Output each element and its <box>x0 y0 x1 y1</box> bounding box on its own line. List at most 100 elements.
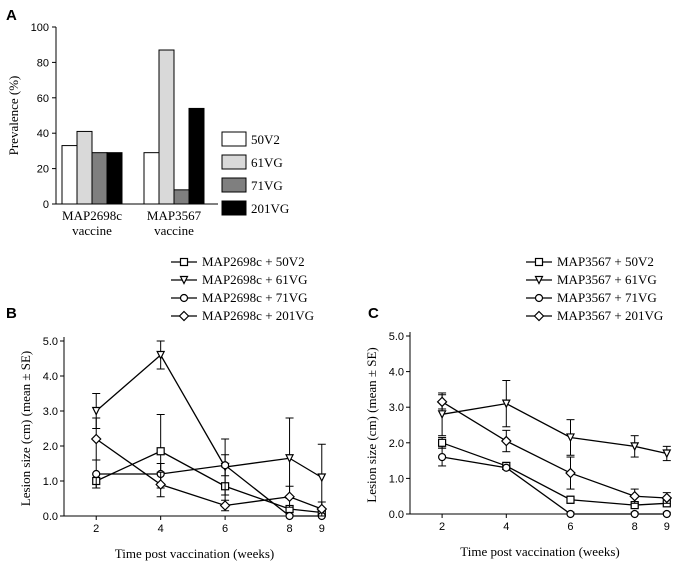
y-tick-label-b: 1.0 <box>43 476 58 488</box>
x-tick-label-c: 8 <box>632 521 638 533</box>
y-tick-label-b: 3.0 <box>43 406 58 418</box>
x-axis-title-c: Time post vaccination (weeks) <box>460 544 619 559</box>
series-line <box>441 401 667 499</box>
data-point <box>155 479 167 490</box>
y-tick-label-c: 5.0 <box>389 331 404 343</box>
legend-marker <box>179 275 189 285</box>
x-tick-label-c: 2 <box>439 521 445 533</box>
y-tick-label-a: 80 <box>37 57 49 69</box>
data-point <box>502 463 511 472</box>
x-tick-label-c: 9 <box>664 521 670 533</box>
data-point <box>316 503 328 515</box>
y-tick-label-b: 4.0 <box>43 371 58 383</box>
x-tick-label-b: 4 <box>158 523 164 535</box>
data-point <box>630 442 640 452</box>
bar <box>106 152 123 205</box>
data-point <box>285 511 294 521</box>
x-tick-label-c: 4 <box>503 521 509 533</box>
data-point <box>630 509 639 519</box>
y-tick-label-c: 2.0 <box>389 438 404 450</box>
data-point <box>661 492 673 504</box>
data-point <box>219 500 231 511</box>
legend-swatch <box>221 154 247 170</box>
y-tick-label-c: 3.0 <box>389 402 404 414</box>
data-point <box>285 454 295 464</box>
chart-b: 0.0 1.0 2.0 3.0 4.0 5.0 2 4 6 8 9 Lesion size (cm) … <box>18 254 328 561</box>
bar <box>158 49 175 205</box>
legend-marker <box>178 310 190 322</box>
x-category-label-a: MAP3567 <box>147 208 202 223</box>
legend-label: MAP2698c + 61VG <box>202 272 308 287</box>
x-axis-title-b: Time post vaccination (weeks) <box>115 546 274 561</box>
legend-label: 61VG <box>251 155 283 170</box>
data-point <box>662 449 672 459</box>
x-category-label-a: MAP2698c <box>62 208 122 223</box>
data-point <box>437 452 447 462</box>
panel-label-c: C <box>368 305 379 322</box>
data-point <box>437 410 447 420</box>
data-point <box>566 509 575 519</box>
y-tick-label-c: 4.0 <box>389 367 404 379</box>
data-point <box>91 406 101 416</box>
x-tick-label-b: 2 <box>93 523 99 535</box>
y-axis-title-a: Prevalence (%) <box>6 76 21 156</box>
y-tick-label-b: 2.0 <box>43 441 58 453</box>
bar <box>188 107 205 205</box>
data-point <box>629 490 641 502</box>
data-point <box>317 473 327 483</box>
x-tick-label-b: 9 <box>319 523 325 535</box>
panel-label-a: A <box>6 7 17 24</box>
data-point <box>156 350 166 360</box>
data-point <box>500 435 512 447</box>
data-point <box>437 438 447 447</box>
x-category-label-a: vaccine <box>154 223 194 238</box>
legend-marker <box>534 293 544 303</box>
data-point <box>436 396 448 408</box>
data-point <box>221 461 230 470</box>
x-tick-label-b: 6 <box>222 523 228 535</box>
data-point <box>156 447 165 456</box>
x-tick-label-c: 6 <box>567 521 573 533</box>
bar <box>143 152 160 205</box>
chart-c: 0.0 1.0 2.0 3.0 4.0 5.0 2 4 6 8 9 Lesion size (cm) … <box>364 254 673 559</box>
y-tick-label-a: 20 <box>37 164 49 176</box>
y-tick-label-b: 0.0 <box>43 511 58 523</box>
legend-label: MAP3567 + 61VG <box>557 272 657 287</box>
bar <box>91 152 108 205</box>
y-tick-label-c: 0.0 <box>389 509 404 521</box>
x-category-label-a: vaccine <box>72 223 112 238</box>
legend-label: MAP2698c + 71VG <box>202 290 308 305</box>
legend-label: 50V2 <box>251 132 280 147</box>
x-tick-label-b: 8 <box>286 523 292 535</box>
legend-swatch <box>221 177 247 193</box>
legend-swatch <box>221 200 247 216</box>
data-point <box>662 509 671 519</box>
legend-label: MAP2698c + 50V2 <box>202 254 305 269</box>
legend-label: 201VG <box>251 201 289 216</box>
y-tick-label-a: 100 <box>31 22 49 34</box>
data-point <box>565 467 576 479</box>
legend-marker <box>533 310 545 322</box>
y-tick-label-a: 0 <box>43 199 49 211</box>
data-point <box>566 433 575 443</box>
legend-label: MAP3567 + 50V2 <box>557 254 654 269</box>
bar <box>76 130 93 205</box>
y-axis-title-b: Lesion size (cm) (mean ± SE) <box>18 351 33 507</box>
data-point <box>566 495 575 504</box>
legend-label: MAP3567 + 71VG <box>557 290 657 305</box>
y-tick-label-b: 5.0 <box>43 336 58 348</box>
legend-label: MAP2698c + 201VG <box>202 308 314 323</box>
bar <box>173 189 190 205</box>
bar <box>61 145 78 205</box>
data-point <box>284 491 295 503</box>
legend-marker <box>179 293 189 303</box>
data-point <box>501 399 511 409</box>
data-point <box>92 469 101 479</box>
legend-marker <box>534 257 544 267</box>
legend-marker <box>534 275 544 285</box>
legend-marker <box>179 257 189 267</box>
legend-label: MAP3567 + 201VG <box>557 308 663 323</box>
legend-label: 71VG <box>251 178 283 193</box>
